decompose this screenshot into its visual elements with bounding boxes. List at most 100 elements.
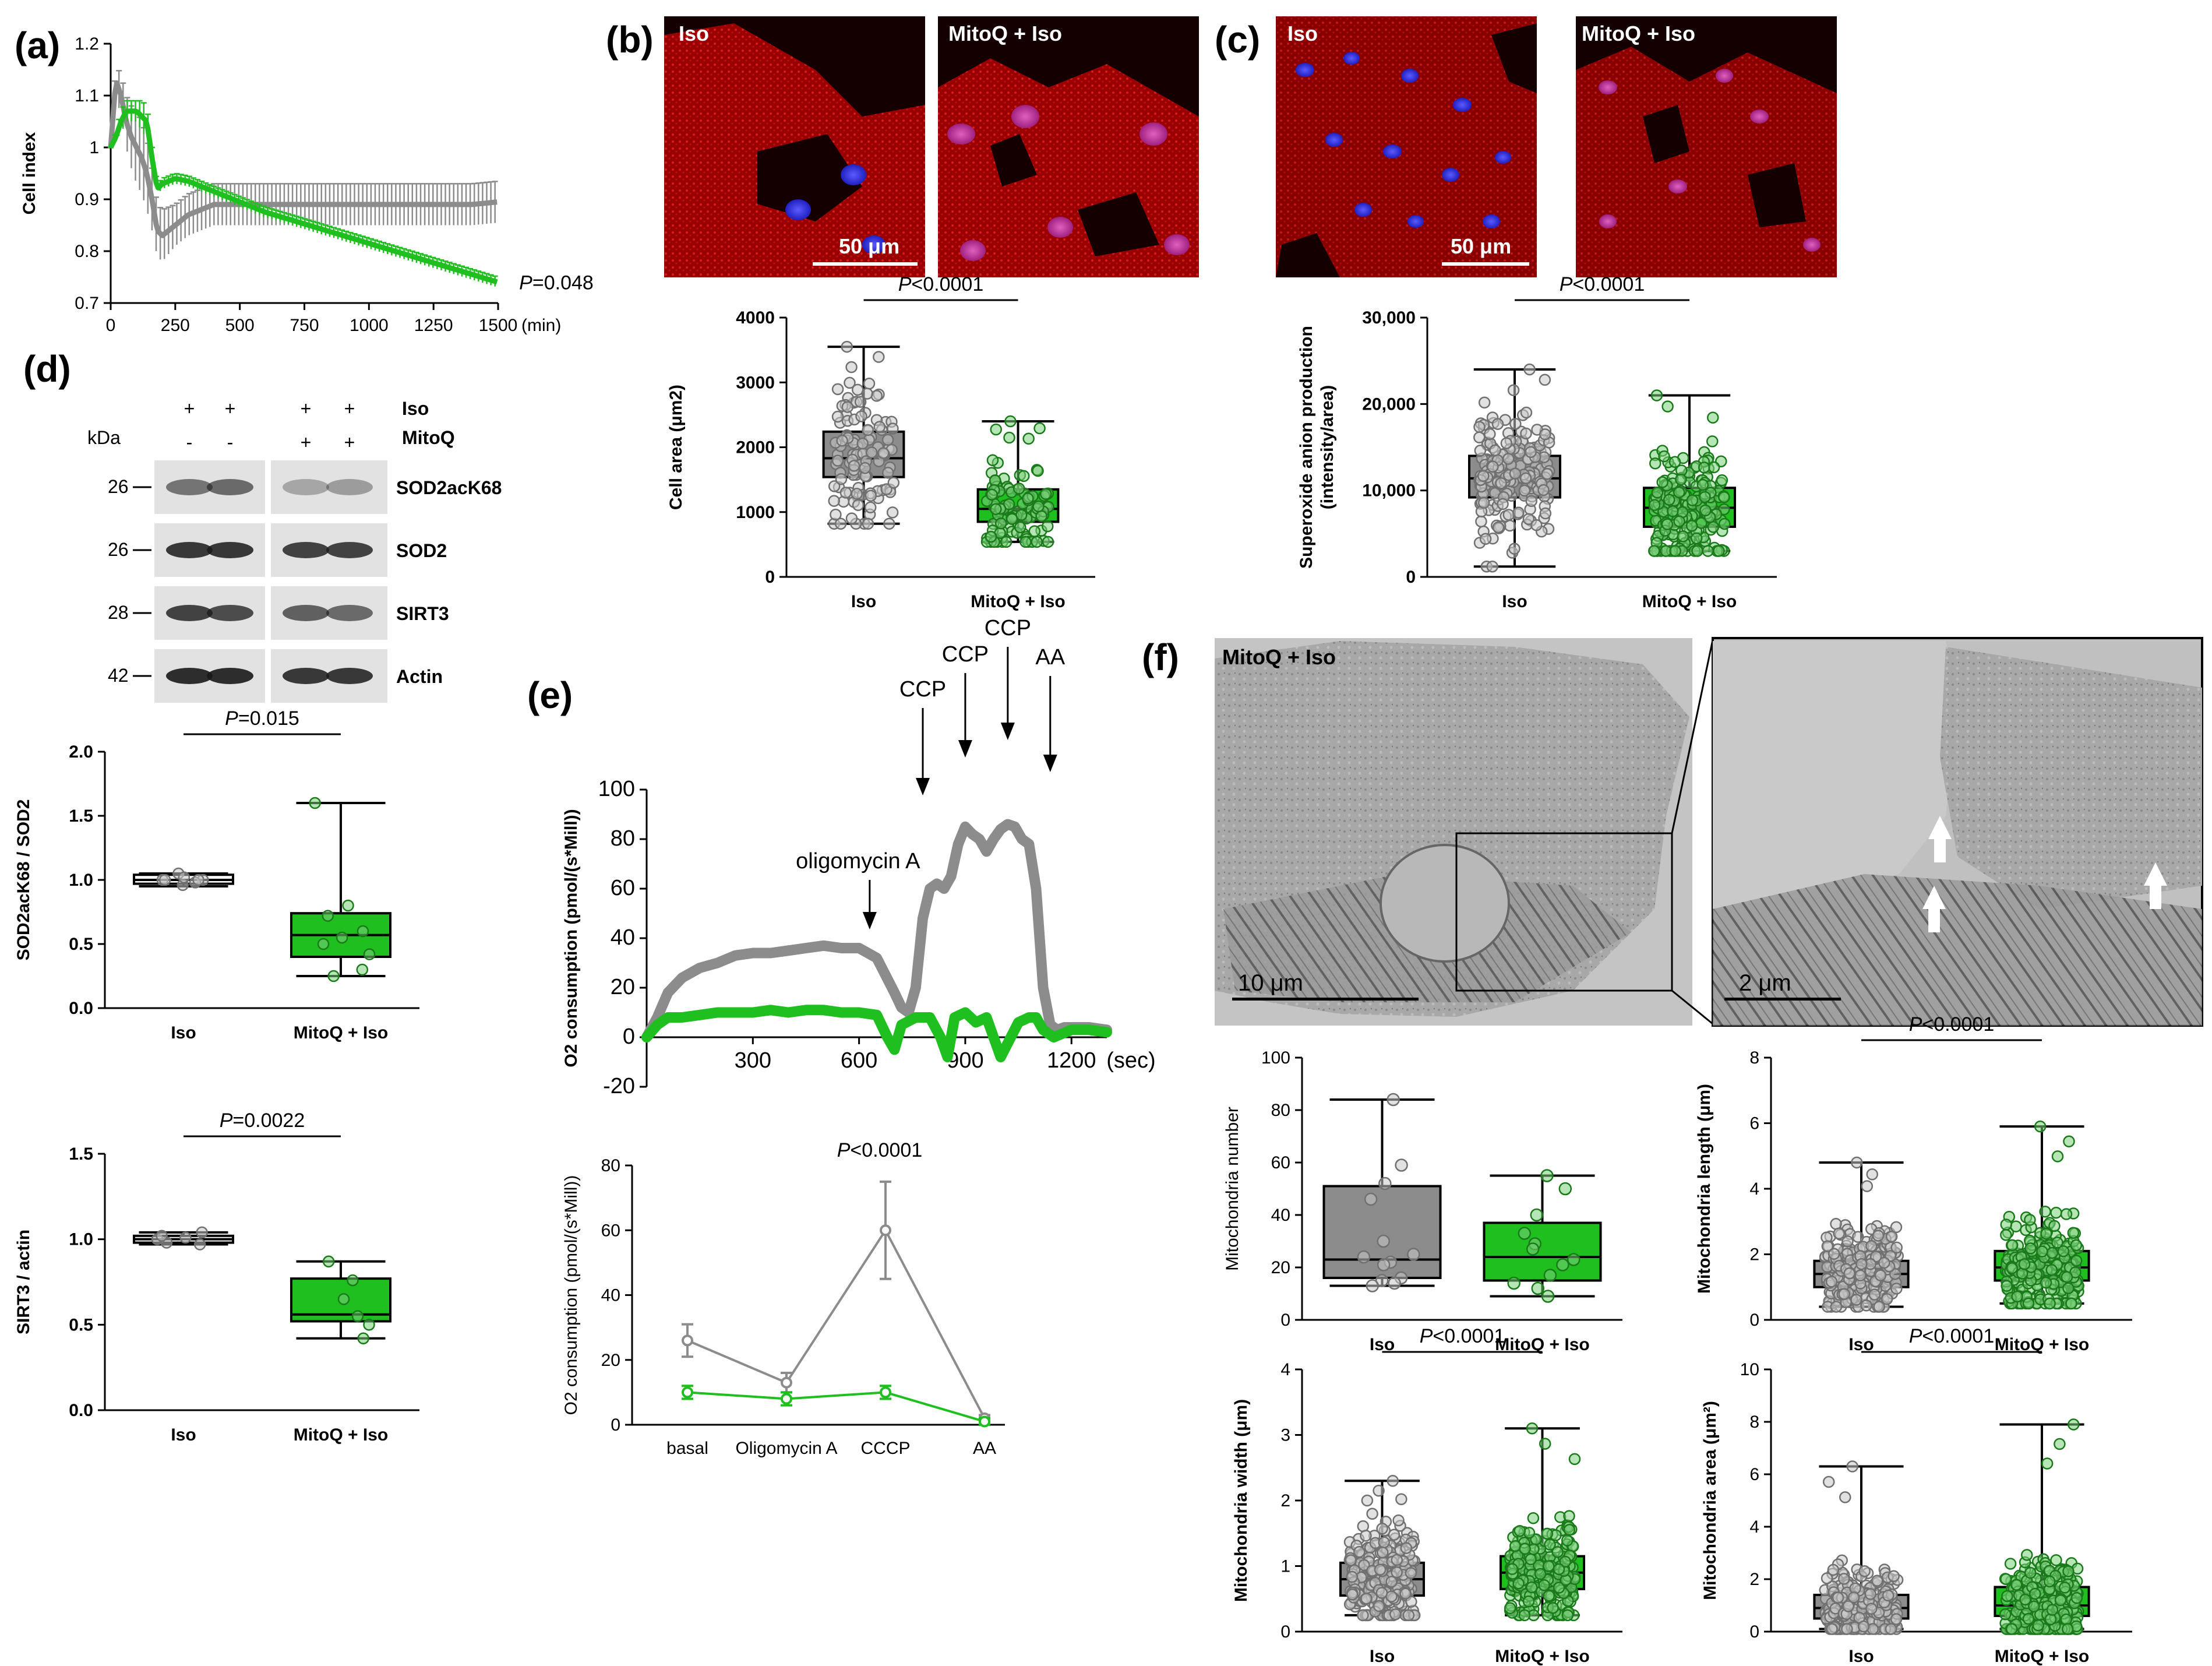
f3-point-0-198: [1345, 1554, 1357, 1566]
b-point-0-96: [848, 460, 860, 472]
panel-letter-f: (f): [1142, 636, 1179, 678]
c-point-1-191: [1661, 518, 1674, 530]
f2-point-0-259: [1872, 1230, 1885, 1242]
b-point-0-101: [830, 508, 842, 521]
f3-point-0-249: [1399, 1587, 1412, 1600]
f3-point-1-240: [1504, 1602, 1516, 1614]
f4-point-0-239: [1885, 1623, 1897, 1635]
f2-point-1-243: [2046, 1246, 2058, 1259]
f4-point-1-232: [2028, 1600, 2040, 1613]
f2-point-1-257: [2000, 1218, 2013, 1231]
f4-point-1-51: [2004, 1558, 2017, 1570]
f1-point-0-5: [1407, 1248, 1420, 1261]
f3-point-1-251: [1522, 1595, 1535, 1608]
wb-mitoq-sign-1: -: [227, 432, 234, 453]
f1-point-1-9: [1507, 1276, 1520, 1290]
f2-point-0-248: [1874, 1269, 1887, 1281]
f2-point-0-136: [1852, 1231, 1864, 1243]
e1-ytick-label-2: 20: [611, 975, 635, 999]
c-point-0-101: [1486, 560, 1498, 573]
panel-f: (f) MitoQ + Iso 10 μm 2 μm 020406080100I…: [1142, 636, 2203, 1666]
e1-xlabel: (sec): [1106, 1048, 1155, 1073]
b-point-0-80: [831, 383, 844, 396]
f4-point-1-258: [2061, 1623, 2074, 1635]
f2-point-1-208: [2051, 1236, 2063, 1249]
e1-ylabel: O2 consumption (pmol/(s*Mill)): [562, 809, 581, 1067]
f3-point-1-185: [1561, 1534, 1574, 1547]
b-point-0-90: [881, 466, 894, 479]
b-point-1-2: [1003, 431, 1015, 444]
e2-xlabel-1: Oligomycin A: [735, 1439, 837, 1458]
b-point-1-81: [1019, 536, 1032, 548]
f1-point-1-2: [1530, 1208, 1544, 1222]
em-image-overview: MitoQ + Iso 10 μm: [1215, 638, 1692, 1026]
f1-point-0-2: [1378, 1177, 1392, 1190]
f4-point-1-254: [2032, 1619, 2045, 1632]
c-point-0-177: [1500, 437, 1513, 449]
c-point-0-161: [1522, 513, 1535, 526]
f2-point-0-251: [1843, 1267, 1855, 1280]
f3-point-1-232: [1543, 1560, 1555, 1572]
a-ytick-label-5: 1.2: [75, 34, 99, 54]
f3-point-0-226: [1389, 1608, 1402, 1621]
f2-point-0-258: [1855, 1258, 1868, 1270]
b-point-0-98: [877, 447, 890, 459]
c-point-0-182: [1519, 472, 1532, 485]
e2-point-iso-1: [781, 1376, 792, 1389]
c-point-0-195: [1525, 446, 1537, 458]
e1-ytick-label-4: 60: [611, 876, 635, 900]
wb-band-0-3: [326, 479, 373, 495]
b-point-1-50: [1042, 536, 1054, 548]
f4-point-1-2: [2041, 1457, 2054, 1470]
c-point-0-159: [1541, 468, 1553, 480]
f2-point-0-0: [1851, 1156, 1863, 1169]
e1-ytick-label-5: 80: [611, 826, 635, 851]
wb-iso-sign-3: +: [344, 398, 355, 419]
wb-band-1-2: [283, 542, 329, 558]
b-xlabel-1: MitoQ + Iso: [971, 592, 1066, 611]
e2-point-mitoq-2: [880, 1386, 891, 1399]
f3-point-1-0: [1526, 1422, 1539, 1435]
f4-point-0-236: [1871, 1575, 1883, 1587]
d2-point-1-5: [357, 1332, 369, 1345]
b-pvalue-rest: <0.0001: [911, 273, 983, 295]
c-point-0-0: [1523, 363, 1536, 376]
b-point-0-3: [883, 517, 895, 530]
micrograph-c-iso: Iso 50 μm: [1276, 16, 1537, 277]
f2-pvalue-p: P: [1909, 1013, 1922, 1035]
c-point-1-183: [1673, 486, 1685, 499]
wb-band-2-3: [326, 605, 373, 621]
d1-point-1-5: [317, 938, 330, 950]
c-point-0-137: [1492, 521, 1505, 534]
f3-point-1-256: [1514, 1525, 1526, 1537]
f3-point-0-0: [1387, 1475, 1399, 1487]
f3-point-0-229: [1374, 1563, 1387, 1576]
f2-ytick-label-1: 2: [1749, 1245, 1759, 1265]
c-point-1-171: [1663, 494, 1675, 506]
f4-point-0-252: [1832, 1591, 1844, 1604]
c-point-1-122: [1718, 517, 1731, 530]
f2-point-0-143: [1833, 1227, 1845, 1240]
c-xlabel-0: Iso: [1502, 592, 1527, 611]
b-point-1-98: [994, 517, 1007, 530]
c-point-0-120: [1520, 406, 1533, 419]
f3-point-0-255: [1360, 1592, 1373, 1605]
f3-point-0-142: [1392, 1514, 1405, 1527]
e2-pvalue: P<0.0001: [837, 1139, 923, 1161]
f3-xlabel-1: MitoQ + Iso: [1495, 1647, 1590, 1666]
b-point-0-62: [844, 376, 856, 389]
f3-point-1-236: [1561, 1609, 1574, 1622]
f4-point-1-247: [2006, 1623, 2018, 1635]
f4-point-1-256: [2059, 1582, 2071, 1594]
e2-xlabel-3: AA: [973, 1439, 996, 1458]
b-ytick-label-4: 4000: [736, 308, 775, 327]
d1-point-0-7: [158, 873, 171, 886]
c-point-1-197: [1656, 476, 1668, 488]
b-point-0-1: [873, 351, 885, 363]
b-point-0-99: [865, 489, 877, 502]
e2-ytick-label-1: 20: [601, 1351, 620, 1370]
e2-ytick-label-3: 60: [601, 1221, 620, 1240]
a-ytick-label-1: 0.8: [75, 242, 99, 261]
wb-name-0: SOD2acK68: [396, 477, 502, 498]
b-point-0-86: [854, 396, 867, 408]
